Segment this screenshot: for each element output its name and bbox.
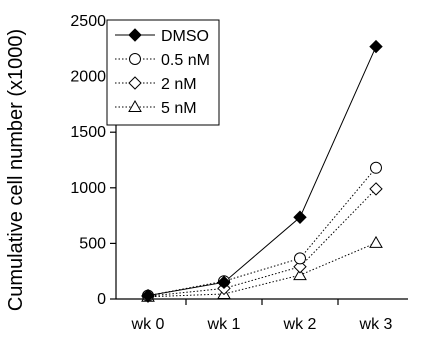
data-point-dmso [369, 39, 383, 54]
data-point-0-5-nm [294, 252, 306, 265]
series-line-dmso [147, 46, 377, 297]
data-point-2-nm [369, 182, 383, 196]
data-point-dmso [293, 210, 307, 224]
series-line-5-nm [147, 242, 377, 298]
legend-marker-dmso [128, 28, 142, 42]
data-point-2-nm [293, 260, 307, 274]
axes: 0 500 1000 1500 2000 2500 wk 0 wk 1 wk 2 wk 3 [70, 13, 408, 333]
legend-label-2-nm: 2 nM [161, 76, 197, 93]
series-line-0-5-nm [147, 167, 377, 297]
y-axis-title: Cumulative cell number (x1000) [5, 29, 27, 311]
legend: DMSO 0.5 nM 2 nM 5 nM [106, 19, 220, 126]
y-tick-label: 2500 [70, 13, 106, 30]
series-markers [141, 39, 383, 303]
data-point-dmso [141, 288, 155, 303]
data-point-5-nm [293, 268, 307, 281]
x-tick-label: wk 1 [207, 316, 241, 333]
legend-label-5-nm: 5 nM [161, 100, 197, 117]
data-point-0-5-nm [370, 161, 382, 174]
x-tick-label: wk 2 [283, 316, 317, 333]
series-line-2-nm [147, 188, 377, 297]
legend-label-dmso: DMSO [161, 28, 209, 45]
data-point-dmso [217, 275, 231, 290]
series-lines [147, 46, 377, 298]
legend-marker-5-nm [128, 99, 142, 112]
y-tick-label: 500 [79, 235, 106, 252]
legend-marker-0-5-nm [129, 53, 141, 65]
x-tick-label: wk 0 [131, 316, 165, 333]
data-point-5-nm [369, 235, 383, 248]
x-tick-label: wk 3 [359, 316, 393, 333]
y-tick-label: 1500 [70, 124, 106, 141]
y-tick-label: 1000 [70, 180, 106, 197]
y-tick-label: 0 [97, 291, 106, 308]
legend-label-0-5-nm: 0.5 nM [161, 52, 210, 69]
y-tick-label: 2000 [70, 69, 106, 86]
legend-marker-2-nm [128, 76, 142, 90]
